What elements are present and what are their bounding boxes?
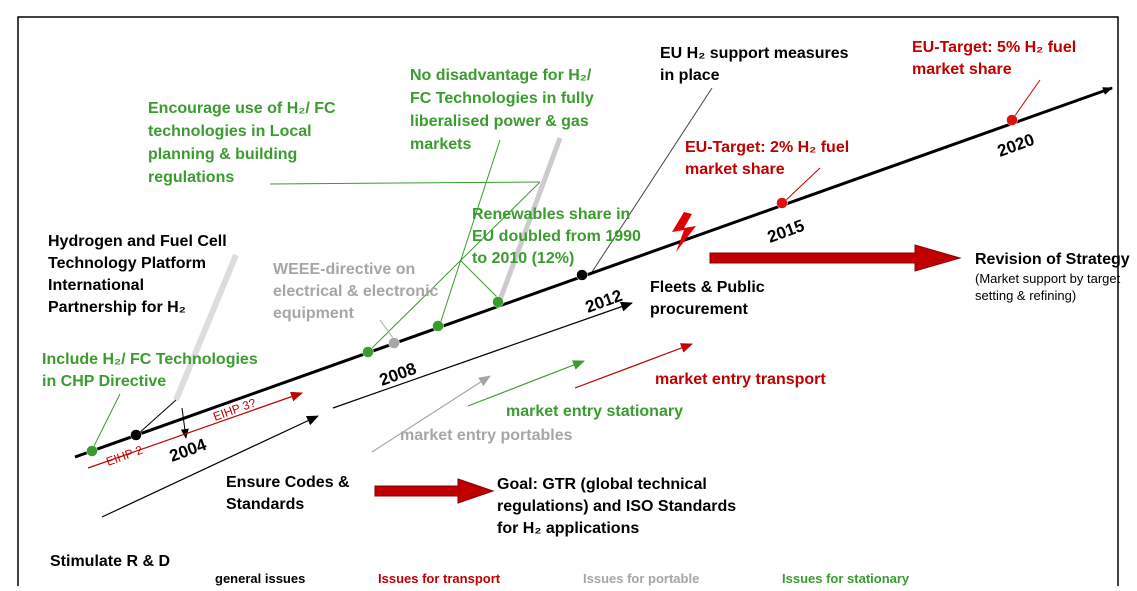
label-line: EU H₂ support measures (660, 45, 849, 62)
year-label: 2012 (583, 286, 625, 317)
phase-arrows (87, 301, 693, 518)
milestones (86, 114, 1018, 457)
label-line: for H₂ applications (497, 520, 639, 537)
year-label: 2004 (167, 435, 210, 466)
label-line: Goal: GTR (global technical (497, 476, 707, 493)
legend-item: general issues (215, 571, 305, 586)
label-line: liberalised power & gas (410, 113, 589, 130)
label: No disadvantage for H₂/FC Technologies i… (410, 67, 594, 153)
label-line: procurement (650, 301, 748, 318)
label: Stimulate R & D (50, 553, 170, 570)
label: Fleets & Public procurement (650, 279, 765, 318)
label: Encourage use of H₂/ FC technologies in L… (148, 100, 336, 186)
label: WEEE-directive on electrical & electronic… (273, 261, 439, 322)
label-line: to 2010 (12%) (472, 250, 574, 267)
label-line: Encourage use of H₂/ FC (148, 100, 336, 117)
label-line: Technology Platform (48, 255, 206, 272)
label-line: electrical & electronic (273, 283, 439, 300)
label-line: in CHP Directive (42, 373, 166, 390)
label-line: Ensure Codes & (226, 474, 350, 491)
label: EU-Target: 2% H₂ fuel market share (685, 139, 849, 178)
label: Renewables share in EU doubled from 1990 t… (472, 206, 641, 267)
label-line: technologies in Local (148, 123, 312, 140)
label-line: Standards (226, 496, 304, 513)
label-line: equipment (273, 305, 355, 322)
label-line: EU doubled from 1990 (472, 228, 641, 245)
frame (17, 16, 1119, 591)
legend-item: Issues for transport (378, 571, 501, 586)
label-line: Revision of Strategy (975, 251, 1130, 268)
label-line: International (48, 277, 144, 294)
year-label: 2020 (995, 130, 1037, 161)
label: market entry transport (655, 371, 826, 388)
label-line: Renewables share in (472, 206, 630, 223)
label-line: markets (410, 136, 471, 153)
label-line: Hydrogen and Fuel Cell (48, 233, 227, 250)
label-line: in place (660, 67, 720, 84)
label-line: WEEE-directive on (273, 261, 415, 278)
strategy-arrow (709, 244, 962, 272)
label: Include H₂/ FC Technologies in CHP Direct… (42, 351, 258, 390)
label-line: (Market support by target (975, 271, 1121, 286)
legend-item: Issues for portable (583, 571, 699, 586)
label-line: EU-Target: 2% H₂ fuel (685, 139, 849, 156)
label-line: market entry transport (655, 371, 826, 388)
timeline (74, 86, 1113, 459)
label: Ensure Codes & Standards (226, 474, 350, 513)
label-line: FC Technologies in fully (410, 90, 594, 107)
label-line: market share (912, 61, 1012, 78)
label-line: Fleets & Public (650, 279, 765, 296)
label: Hydrogen and Fuel Cell Technology Platfor… (48, 233, 227, 316)
label-line: Partnership for H₂ (48, 299, 186, 316)
label: market entry portables (400, 427, 573, 444)
legend-item: Issues for stationary (782, 571, 910, 586)
label-line: EU-Target: 5% H₂ fuel (912, 39, 1076, 56)
label: Goal: GTR (global technical regulations) … (497, 476, 736, 537)
year-label: 2015 (765, 216, 807, 247)
label: Revision of Strategy (975, 251, 1130, 268)
label-line: market entry portables (400, 427, 573, 444)
label-line: Stimulate R & D (50, 553, 170, 570)
lightning (672, 212, 696, 252)
standards-arrow (374, 478, 495, 504)
label: (Market support by target setting & refin… (975, 271, 1121, 303)
leader-lines (91, 79, 1041, 451)
label-line: setting & refining) (975, 288, 1076, 303)
label: EU H₂ support measures in place (660, 45, 849, 84)
label-line: regulations) and ISO Standards (497, 498, 736, 515)
label-line: planning & building (148, 146, 297, 163)
label-line: regulations (148, 169, 234, 186)
label-line: market entry stationary (506, 403, 683, 420)
label: market entry stationary (506, 403, 683, 420)
phase-label: EIHP 2 (104, 443, 145, 469)
label-line: Include H₂/ FC Technologies (42, 351, 258, 368)
label: EU-Target: 5% H₂ fuel market share (912, 39, 1076, 78)
label-line: market share (685, 161, 785, 178)
label-line: No disadvantage for H₂/ (410, 67, 592, 84)
